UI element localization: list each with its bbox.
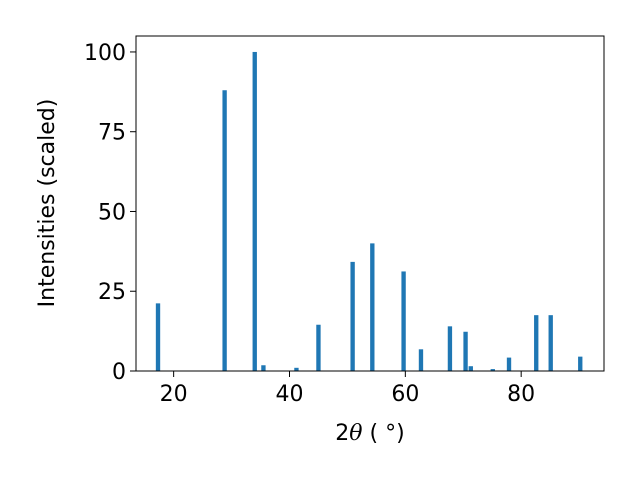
bar-1 [222, 90, 227, 371]
bar-4 [294, 367, 299, 371]
x-axis-title: 2θ ( °) [335, 421, 404, 446]
x-tick-label-0: 20 [160, 382, 188, 407]
bar-9 [418, 349, 424, 371]
x-axis-title-symbol: θ [349, 421, 362, 446]
x-tick-label-2: 60 [391, 382, 419, 407]
bar-6 [350, 261, 355, 371]
bar-2 [252, 51, 257, 371]
bar-8 [401, 271, 406, 371]
y-tick-label-3: 75 [98, 121, 126, 146]
bar-5 [316, 324, 321, 371]
y-tick-label-0: 0 [112, 360, 126, 385]
bar-3 [261, 365, 266, 371]
bar-14 [506, 357, 512, 371]
bar-16 [548, 315, 553, 371]
bar-15 [534, 315, 539, 371]
x-axis-title-suffix: ( °) [363, 421, 405, 446]
y-tick-label-2: 50 [98, 200, 126, 225]
bars-group [155, 51, 583, 371]
bar-17 [578, 356, 583, 371]
y-axis-ticks: 0 25 50 75 100 [84, 41, 136, 385]
bar-12 [468, 366, 473, 371]
bar-7 [370, 243, 375, 371]
y-tick-label-4: 100 [84, 41, 126, 66]
x-axis-title-prefix: 2 [335, 421, 349, 446]
bar-13 [490, 369, 495, 371]
x-tick-label-3: 80 [507, 382, 535, 407]
x-axis-ticks: 20 40 60 80 [160, 371, 535, 407]
y-tick-label-1: 25 [98, 280, 126, 305]
bar-11 [463, 331, 468, 371]
plot-frame [135, 35, 605, 372]
x-tick-label-1: 40 [275, 382, 303, 407]
y-axis-title: Intensities (scaled) [35, 99, 60, 308]
bar-0 [155, 303, 161, 371]
bar-10 [447, 326, 453, 371]
